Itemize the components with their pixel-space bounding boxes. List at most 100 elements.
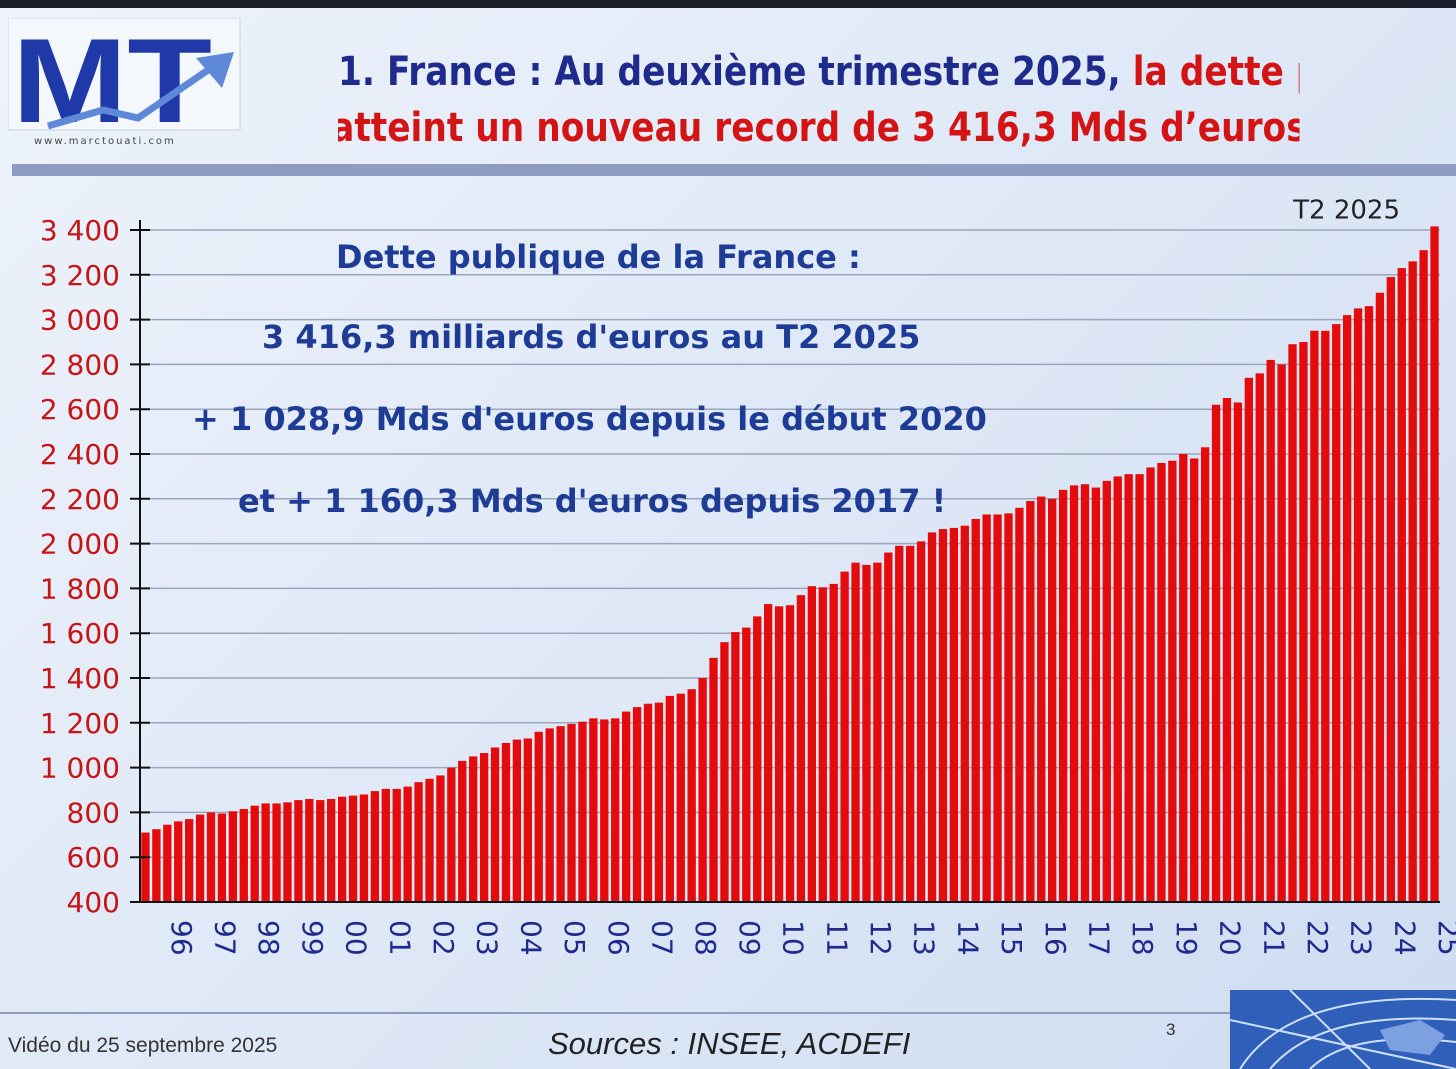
last-bar-label: T2 2025 bbox=[1292, 195, 1400, 225]
bar bbox=[1233, 402, 1243, 902]
x-tick-label: 16 bbox=[1039, 920, 1072, 956]
bar bbox=[796, 595, 806, 902]
footer-rule bbox=[0, 1012, 1240, 1014]
bar bbox=[1026, 501, 1035, 902]
bar bbox=[600, 719, 609, 902]
bar bbox=[1168, 460, 1177, 902]
bar bbox=[174, 821, 183, 902]
bar bbox=[294, 800, 303, 902]
x-tick-label: 09 bbox=[733, 920, 766, 956]
x-tick-label: 07 bbox=[646, 920, 679, 956]
top-band bbox=[0, 0, 1456, 8]
bar bbox=[1211, 404, 1221, 902]
slide-title: 1. France : Au deuxième trimestre 2025, … bbox=[338, 44, 1299, 156]
bar bbox=[163, 824, 172, 902]
bar bbox=[272, 803, 281, 902]
y-tick-label: 2 600 bbox=[40, 393, 120, 426]
bar bbox=[1255, 373, 1264, 902]
bar bbox=[993, 514, 1002, 902]
bar bbox=[1244, 377, 1253, 903]
bar bbox=[731, 632, 740, 902]
bar bbox=[1430, 226, 1439, 902]
bar bbox=[698, 678, 707, 902]
bar bbox=[1102, 480, 1111, 902]
bar bbox=[938, 529, 948, 902]
x-tick-label: 21 bbox=[1257, 920, 1290, 956]
x-tick-label: 04 bbox=[514, 920, 547, 956]
bar bbox=[818, 587, 827, 902]
bar bbox=[305, 798, 314, 902]
x-tick-label: 98 bbox=[252, 920, 285, 956]
bar bbox=[141, 832, 150, 902]
bar bbox=[523, 738, 532, 902]
bar bbox=[1015, 507, 1024, 902]
bar bbox=[611, 718, 620, 902]
bar bbox=[676, 693, 685, 902]
x-tick-label: 99 bbox=[296, 920, 329, 956]
bar bbox=[501, 742, 511, 902]
bar bbox=[447, 767, 456, 902]
bar bbox=[327, 798, 336, 902]
x-tick-label: 19 bbox=[1170, 920, 1203, 956]
bar bbox=[381, 788, 390, 902]
bar bbox=[916, 541, 926, 902]
x-tick-label: 25 bbox=[1432, 920, 1456, 956]
debt-bar-chart: 400 600 800 1 000 1 200 1 400 1 600 1 800 2 000 2… bbox=[40, 195, 1456, 956]
bar bbox=[185, 819, 194, 902]
title-part1: 1. France : Au deuxième trimestre 2025, bbox=[338, 49, 1133, 95]
title-rule bbox=[12, 164, 1456, 176]
bar bbox=[927, 532, 937, 902]
x-tick-label: 18 bbox=[1126, 920, 1159, 956]
x-tick-label: 14 bbox=[951, 920, 984, 956]
y-tick-label: 400 bbox=[67, 886, 120, 919]
y-tick-label: 800 bbox=[67, 796, 120, 829]
title-part2: la dette publiqu bbox=[1132, 49, 1300, 95]
bar bbox=[1288, 344, 1297, 902]
bar bbox=[851, 562, 860, 902]
bar bbox=[774, 606, 784, 902]
bar bbox=[1135, 474, 1144, 902]
bar bbox=[261, 803, 270, 902]
bar bbox=[392, 788, 401, 902]
bar bbox=[1397, 268, 1406, 902]
bar bbox=[643, 703, 653, 902]
globe-decoration bbox=[1230, 990, 1456, 1069]
x-tick-label: 00 bbox=[340, 920, 373, 956]
y-tick-label: 1 200 bbox=[40, 707, 120, 740]
bar bbox=[1037, 496, 1046, 902]
bar bbox=[665, 695, 674, 902]
annotation-title: Dette publique de la France : bbox=[336, 238, 861, 276]
y-tick-label: 1 600 bbox=[40, 617, 120, 650]
bar bbox=[512, 739, 522, 902]
footer-date: Vidéo du 25 septembre 2025 bbox=[8, 1034, 278, 1057]
x-tick-label: 15 bbox=[995, 920, 1028, 956]
x-tick-label: 10 bbox=[777, 920, 810, 956]
bar bbox=[1321, 330, 1330, 902]
bar bbox=[436, 775, 445, 902]
bar bbox=[840, 571, 849, 902]
bar bbox=[1408, 261, 1417, 902]
x-tick-label: 05 bbox=[558, 920, 591, 956]
bar bbox=[829, 583, 838, 902]
y-tick-label: 2 000 bbox=[40, 528, 120, 561]
bar bbox=[1004, 513, 1013, 902]
bar bbox=[1069, 485, 1079, 902]
bar bbox=[1146, 467, 1155, 902]
annotation-since-2017: et + 1 160,3 Mds d'euros depuis 2017 ! bbox=[238, 482, 947, 520]
bar bbox=[982, 514, 991, 902]
bar bbox=[195, 814, 205, 902]
bar bbox=[403, 786, 412, 902]
bar bbox=[1124, 474, 1133, 902]
bar bbox=[960, 525, 969, 902]
y-tick-label: 600 bbox=[67, 841, 120, 874]
x-tick-label: 01 bbox=[383, 920, 416, 956]
bar bbox=[1342, 315, 1352, 902]
bar bbox=[753, 616, 762, 902]
bar bbox=[1419, 250, 1428, 902]
bar bbox=[709, 657, 718, 902]
bar bbox=[1190, 458, 1199, 902]
bar bbox=[556, 726, 565, 902]
bar bbox=[1113, 476, 1122, 902]
bar bbox=[687, 689, 696, 902]
bar bbox=[425, 778, 434, 902]
